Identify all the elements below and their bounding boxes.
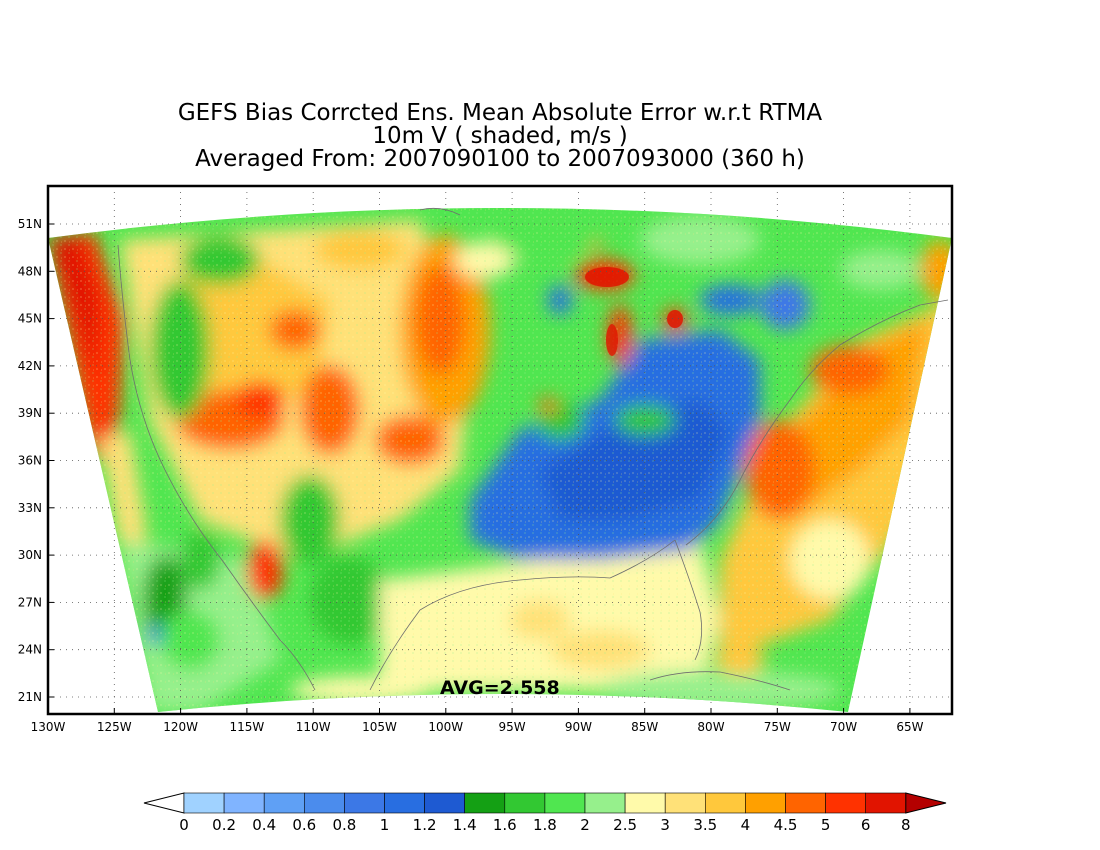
colorbar-label: 3 [660,816,670,834]
colorbar-over-arrow [905,792,947,814]
colorbar-swatch [664,792,706,814]
colorbar-swatch [865,792,907,814]
average-label: AVG=2.558 [440,677,560,699]
colorbar-swatch [464,792,506,814]
plot-frame [46,184,954,716]
colorbar-swatch [745,792,786,814]
colorbar-label: 1 [380,816,390,834]
graticule [47,186,952,714]
latitude-labels: 51N 48N 45N 42N 39N 36N 33N 30N 27N 24N 21N [18,217,42,704]
colorbar-label: 1.2 [413,816,437,834]
colorbar-label: 6 [861,816,871,834]
lat-tick-label: 51N [18,217,42,231]
colorbar-swatch [584,792,626,814]
lat-tick-label: 42N [18,359,42,373]
colorbar-label: 3.5 [693,816,717,834]
colorbar-swatch [344,792,385,814]
lon-tick-label: 95W [499,720,526,734]
lon-tick-label: 120W [163,720,198,734]
colorbar-swatch [544,792,586,814]
colorbar-label: 1.8 [533,816,557,834]
colorbar-label: 0.8 [332,816,356,834]
lon-tick-label: 80W [697,720,724,734]
lon-tick-label: 105W [362,720,397,734]
lat-tick-label: 27N [18,595,42,609]
lon-tick-label: 110W [296,720,331,734]
title-line-3: Averaged From: 2007090100 to 2007093000 … [195,146,805,172]
colorbar-swatch [504,792,546,814]
colorbar-label: 0.2 [212,816,236,834]
colorbar-swatch [384,792,425,814]
colorbar-swatch [223,792,265,814]
lat-tick-label: 24N [18,643,42,657]
colorbar-swatch [825,792,866,814]
colorbar-label: 5 [821,816,831,834]
lon-tick-label: 130W [31,720,66,734]
colorbar-label: 1.4 [453,816,477,834]
lon-tick-label: 100W [428,720,463,734]
lon-tick-label: 115W [230,720,265,734]
lat-tick-label: 30N [18,548,42,562]
colorbar: 0 0.2 0.4 0.6 0.8 1 1.2 1.4 1.6 1.8 2 2.5 3 3.5 4 4.5 5 6… [143,792,947,834]
lat-tick-label: 21N [18,690,42,704]
colorbar-label: 4.5 [774,816,798,834]
lon-tick-label: 70W [830,720,857,734]
colorbar-label: 0.6 [292,816,316,834]
colorbar-label: 1.6 [493,816,517,834]
lat-tick-label: 33N [18,501,42,515]
title-line-2: 10m V ( shaded, m/s ) [372,123,628,149]
lon-tick-label: 90W [565,720,592,734]
lat-tick-label: 36N [18,454,42,468]
colorbar-label: 0 [179,816,189,834]
colorbar-label: 4 [741,816,751,834]
longitude-labels: 130W 125W 120W 115W 110W 105W 100W 95W 90W 85W 80W… [31,720,924,734]
colorbar-swatch [624,792,666,814]
lat-tick-label: 48N [18,264,42,278]
lon-tick-label: 85W [631,720,658,734]
colorbar-label: 2 [580,816,590,834]
colorbar-swatch [704,792,746,814]
colorbar-under-arrow [143,792,185,814]
colorbar-swatch [424,792,466,814]
shaded-field [48,208,952,712]
colorbar-swatch [183,792,225,814]
lon-tick-label: 75W [764,720,791,734]
lon-tick-label: 125W [97,720,132,734]
map-title: GEFS Bias Corrcted Ens. Mean Absolute Er… [0,102,1000,171]
colorbar-swatch [785,792,826,814]
lon-tick-label: 65W [896,720,923,734]
coastlines [117,207,949,691]
colorbar-label: 2.5 [613,816,637,834]
lat-tick-label: 39N [18,406,42,420]
colorbar-swatch [263,792,305,814]
colorbar-label: 8 [901,816,911,834]
lat-tick-label: 45N [18,312,42,326]
title-line-1: GEFS Bias Corrcted Ens. Mean Absolute Er… [177,100,823,126]
colorbar-label: 0.4 [252,816,276,834]
colorbar-swatch [303,792,345,814]
